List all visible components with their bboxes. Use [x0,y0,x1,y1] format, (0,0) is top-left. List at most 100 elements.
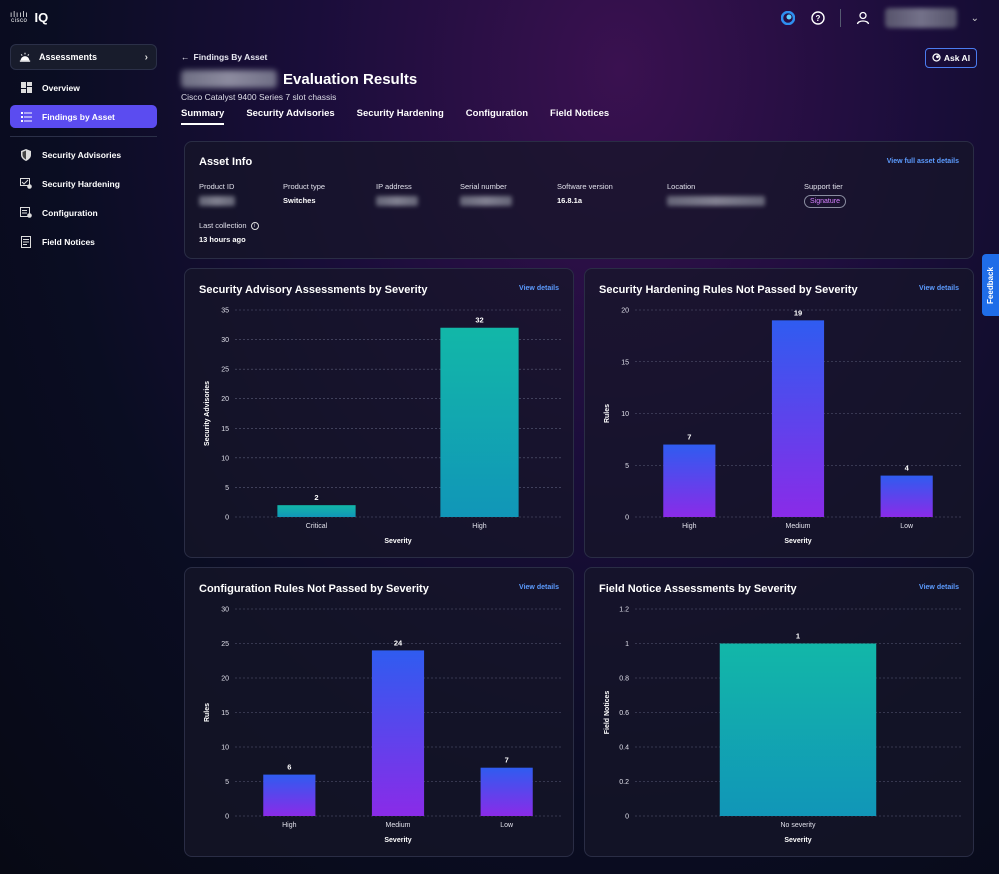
cisco-logo[interactable]: ılıılı cisco IQ [10,10,48,25]
chart-card-security-advisories: Security Advisory Assessments by Severit… [184,268,574,558]
x-axis-label: Severity [784,837,811,844]
back-link[interactable]: ← Findings By Asset [181,52,977,62]
bar [880,475,933,517]
y-tick-label: 35 [221,308,229,315]
chart-title: Field Notice Assessments by Severity [599,583,797,595]
y-tick-label: 20 [621,308,629,315]
y-tick-label: 10 [621,411,629,418]
arrow-left-icon: ← [181,52,190,62]
sidebar-item-label: Overview [42,82,80,93]
info-icon[interactable]: i [250,222,259,231]
field-value: 13 hours ago [199,235,246,245]
field-ip-address: IP address [376,182,418,208]
svg-text:?: ? [815,14,820,23]
y-tick-label: 5 [225,485,229,492]
bar [277,505,356,517]
field-support-tier: Support tier Signature [804,182,846,208]
help-icon[interactable]: ? [810,10,826,26]
shield-icon [20,148,32,161]
bar-chart: 0 5 10 15 20 25 30 35 Security Advisories 2 Critic… [204,308,561,545]
view-details-link[interactable]: View details [519,285,559,292]
tab-security-hardening[interactable]: Security Hardening [356,108,444,119]
sidebar-divider [10,136,157,137]
serial-number-redacted [460,196,512,206]
x-tick-label: Low [900,523,914,530]
tab-security-advisories[interactable]: Security Advisories [246,108,335,119]
x-tick-label: High [282,822,297,829]
chart-card-security-hardening: Security Hardening Rules Not Passed by S… [584,268,974,558]
assessments-button[interactable]: Assessments › [10,44,157,70]
field-label: Location [667,182,696,191]
bar-value-label: 24 [394,638,403,647]
view-details-link[interactable]: View details [519,584,559,591]
asset-info-title: Asset Info [199,156,253,168]
user-icon[interactable] [855,10,871,26]
chevron-down-icon[interactable]: ⌄ [970,12,979,24]
assessments-icon [19,51,31,63]
y-tick-label: 25 [221,641,229,648]
product-id-redacted [199,196,235,206]
y-tick-label: 15 [621,359,629,366]
y-tick-label: 20 [221,396,229,403]
y-tick-label: 10 [221,745,229,752]
bar [440,327,519,517]
chart-title: Security Advisory Assessments by Severit… [199,284,428,296]
ip-address-redacted [376,196,418,206]
ask-ai-button[interactable]: Ask AI [925,48,977,68]
bar [480,767,533,816]
x-tick-label: High [682,523,697,530]
sidebar-item-label: Findings by Asset [42,111,115,122]
bar [663,444,716,517]
y-tick-label: 0 [225,814,229,821]
y-axis-label: Rules [204,703,211,722]
tab-field-notices[interactable]: Field Notices [550,108,610,119]
sidebar-item-security-advisories[interactable]: Security Advisories [10,143,157,166]
view-details-link[interactable]: View details [919,584,959,591]
y-tick-label: 0.6 [619,710,629,717]
y-tick-label: 15 [221,426,229,433]
bar-chart: 0 5 10 15 20 25 30 Rules 6 High 24 Medium 7 Low Severi… [204,607,561,844]
x-axis-label: Severity [384,837,411,844]
cisco-logo-mark: ılıılı cisco [10,10,29,25]
y-tick-label: 0 [625,814,629,821]
location-redacted [667,196,765,206]
bar [263,774,316,816]
asset-name-redacted [181,70,277,88]
bar-value-label: 6 [287,763,291,772]
overview-icon [20,82,32,94]
field-label: Product ID [199,182,235,191]
field-location: Location [667,182,765,208]
hardening-icon [20,178,32,190]
x-tick-label: Medium [786,523,811,530]
view-asset-details-link[interactable]: View full asset details [886,158,959,165]
tab-configuration[interactable]: Configuration [465,108,529,119]
sidebar: Assessments › Overview Findings by Asset… [10,44,157,253]
y-tick-label: 1.2 [619,607,629,614]
bar [371,650,425,816]
cisco-bars-icon: ılıılı [10,10,29,19]
sidebar-item-security-hardening[interactable]: Security Hardening [10,172,157,195]
header-actions: ? ⌄ [780,8,979,28]
feedback-tab[interactable]: Feedback [982,254,999,316]
ai-icon [932,52,941,64]
last-collection-label: Last collection [199,221,247,230]
user-name-redacted[interactable] [884,8,957,28]
field-value: 16.8.1a [557,196,583,205]
y-tick-label: 10 [221,455,229,462]
x-axis-label: Severity [784,538,811,545]
bar-chart: 0 5 10 15 20 Rules 7 High 19 Medium 4 Low Severity [604,308,961,545]
cisco-status-icon[interactable] [780,10,796,26]
x-axis-label: Severity [384,538,411,545]
bar-value-label: 7 [505,756,509,765]
field-label: IP address [376,182,412,191]
tab-summary[interactable]: Summary [181,108,225,125]
header-divider [839,9,841,27]
sidebar-item-overview[interactable]: Overview [10,76,157,99]
sidebar-item-findings-by-asset[interactable]: Findings by Asset [10,105,157,128]
chart-title: Configuration Rules Not Passed by Severi… [199,583,429,595]
y-axis-label: Field Notices [604,691,611,735]
sidebar-item-configuration[interactable]: Configuration [10,201,157,224]
field-label: Support tier [804,182,843,191]
sidebar-item-field-notices[interactable]: Field Notices [10,230,157,253]
view-details-link[interactable]: View details [919,285,959,292]
